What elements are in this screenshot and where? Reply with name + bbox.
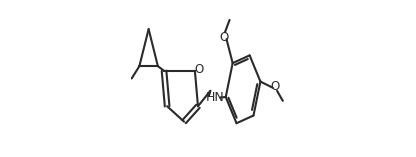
Text: O: O — [220, 31, 229, 44]
Text: HN: HN — [205, 90, 224, 103]
Text: O: O — [270, 81, 280, 93]
Text: O: O — [194, 63, 203, 76]
